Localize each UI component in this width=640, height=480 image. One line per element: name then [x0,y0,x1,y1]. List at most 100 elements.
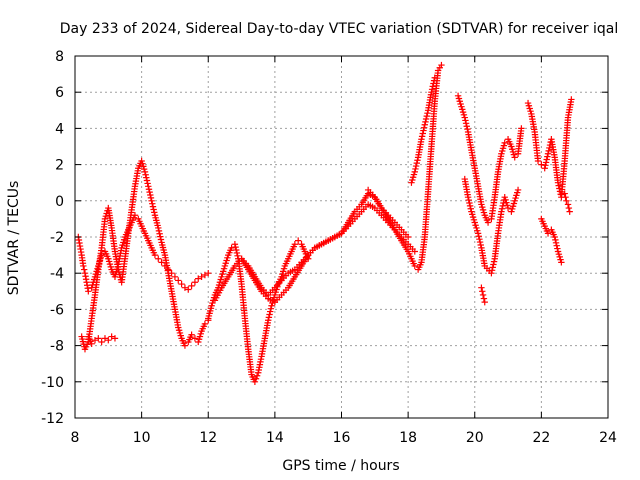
data-point [98,338,105,346]
data-point [541,165,548,172]
data-point [428,89,435,96]
data-point [476,235,483,243]
data-point [563,197,570,204]
data-point [552,236,559,244]
series-track-k [478,284,488,306]
x-tick-label: 14 [266,430,284,446]
data-point [149,200,156,207]
data-point [198,273,205,281]
data-point [421,121,428,128]
data-point [553,242,560,249]
data-point [228,244,235,252]
data-point [105,336,112,344]
data-point [143,177,151,184]
data-point [88,340,95,347]
y-tick-label: 4 [55,121,64,137]
data-point [479,291,487,299]
data-point [151,209,158,216]
data-point [418,133,426,140]
data-point [565,204,573,212]
data-point [101,335,109,342]
y-tick-label: -12 [41,411,64,427]
data-point [411,168,418,176]
y-tick-label: -4 [50,266,64,282]
data-point [265,314,273,321]
data-point [481,298,488,306]
y-axis-label: SDTVAR / TECUs [6,181,22,296]
series-track-f [238,201,418,306]
data-point [85,288,92,295]
data-point [188,331,195,338]
data-point [80,266,88,273]
data-point [423,112,430,120]
data-point [420,127,427,134]
data-point [188,282,195,290]
data-point [544,230,552,237]
data-point [294,237,302,244]
data-point [561,190,568,197]
data-point [428,86,436,93]
data-point [462,120,470,127]
data-point [150,206,157,213]
y-tick-label: -2 [50,230,64,246]
data-point [463,123,470,130]
data-point [145,186,153,193]
data-point [233,246,240,254]
data-point [156,230,163,237]
data-point [430,77,438,84]
series-track-a [75,212,212,295]
data-point [542,159,550,166]
data-point [554,245,561,252]
data-point [111,335,119,342]
data-point [195,275,202,282]
data-point [157,233,164,240]
data-point [488,270,495,277]
data-point [147,194,155,202]
x-tick-label: 8 [71,430,80,446]
data-point [422,115,430,123]
data-point [191,335,199,342]
data-point [291,241,299,248]
data-point [265,317,272,324]
y-tick-label: -8 [50,339,64,355]
data-point [205,270,212,277]
y-tick-label: -10 [41,375,64,391]
data-point [155,255,162,262]
data-point [484,219,492,226]
series-track-c [85,333,119,347]
data-point [551,233,558,241]
data-point [466,199,473,207]
data-point [267,308,274,315]
data-point [253,372,261,379]
data-point [155,224,162,232]
data-point [462,117,469,124]
x-tick-label: 22 [532,430,550,446]
x-axis-label: GPS time / hours [282,458,399,474]
data-point [467,205,474,212]
data-point [465,196,472,204]
data-point [185,286,192,293]
series-track-j [461,175,522,277]
data-point [420,124,428,131]
data-point [489,264,496,271]
series-track-g [364,61,445,273]
data-point [171,273,179,281]
series-track-b [78,157,212,353]
data-point [477,241,484,249]
data-point [474,230,482,237]
data-layer [75,61,575,385]
data-point [490,258,498,265]
data-point [490,261,497,268]
data-point [143,174,150,181]
data-point [504,204,512,212]
data-point [148,197,155,204]
data-point [545,147,552,155]
data-point [91,336,99,344]
data-point [267,305,275,312]
data-point [566,208,573,215]
data-point [404,233,412,241]
data-point [151,251,159,259]
